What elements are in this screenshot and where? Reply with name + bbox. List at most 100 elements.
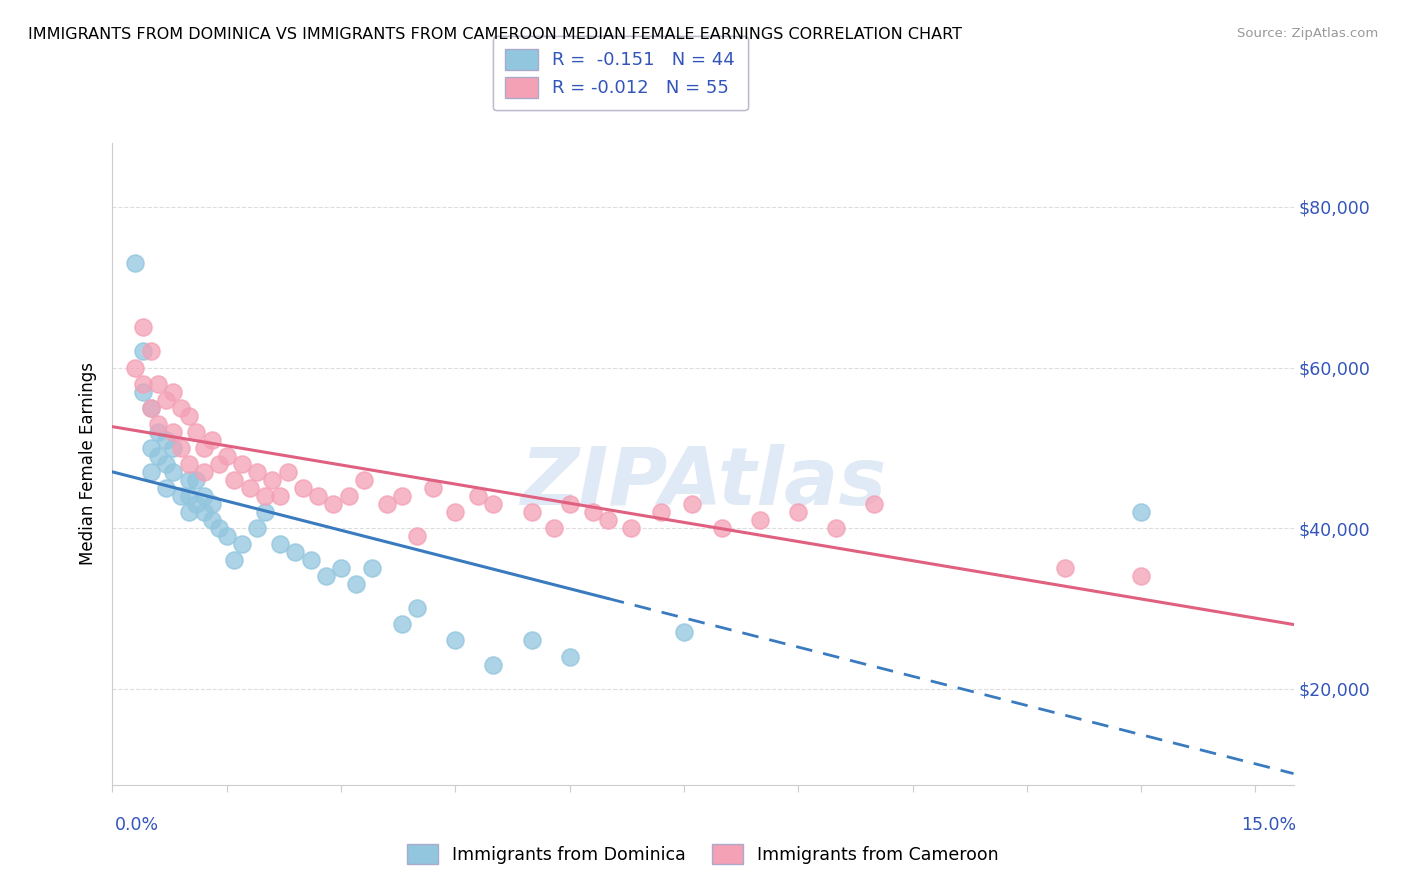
Point bbox=[170, 401, 193, 415]
Point bbox=[170, 441, 193, 455]
Point bbox=[155, 457, 177, 471]
Point bbox=[330, 561, 353, 575]
Text: 0.0%: 0.0% bbox=[115, 816, 159, 834]
Point bbox=[155, 481, 177, 495]
Point bbox=[467, 489, 489, 503]
Point bbox=[139, 344, 162, 359]
Point bbox=[246, 465, 269, 479]
Point bbox=[148, 425, 170, 439]
Point bbox=[231, 457, 253, 471]
Point bbox=[215, 449, 238, 463]
Point bbox=[444, 505, 467, 519]
Point bbox=[139, 401, 162, 415]
Point bbox=[322, 497, 344, 511]
Point bbox=[344, 577, 367, 591]
Point bbox=[681, 497, 703, 511]
Point bbox=[155, 392, 177, 407]
Point bbox=[353, 473, 375, 487]
Point bbox=[1130, 505, 1153, 519]
Text: IMMIGRANTS FROM DOMINICA VS IMMIGRANTS FROM CAMEROON MEDIAN FEMALE EARNINGS CORR: IMMIGRANTS FROM DOMINICA VS IMMIGRANTS F… bbox=[28, 27, 962, 42]
Legend: R =  -0.151   N = 44, R = -0.012   N = 55: R = -0.151 N = 44, R = -0.012 N = 55 bbox=[494, 37, 748, 111]
Point bbox=[558, 649, 581, 664]
Point bbox=[177, 505, 200, 519]
Point bbox=[291, 481, 314, 495]
Point bbox=[596, 513, 619, 527]
Point bbox=[1053, 561, 1076, 575]
Point bbox=[520, 505, 543, 519]
Point bbox=[482, 657, 505, 672]
Point bbox=[208, 521, 231, 535]
Point bbox=[170, 489, 193, 503]
Point bbox=[148, 449, 170, 463]
Point bbox=[162, 465, 184, 479]
Point bbox=[148, 417, 170, 431]
Point bbox=[672, 625, 695, 640]
Point bbox=[269, 537, 291, 551]
Point bbox=[124, 256, 146, 270]
Point bbox=[208, 457, 231, 471]
Point bbox=[520, 633, 543, 648]
Point bbox=[269, 489, 291, 503]
Point bbox=[186, 473, 208, 487]
Point bbox=[543, 521, 565, 535]
Point bbox=[224, 473, 246, 487]
Point bbox=[139, 401, 162, 415]
Point bbox=[132, 320, 155, 334]
Point bbox=[482, 497, 505, 511]
Point bbox=[139, 441, 162, 455]
Point bbox=[162, 441, 184, 455]
Point bbox=[1130, 569, 1153, 583]
Point bbox=[581, 505, 603, 519]
Point bbox=[186, 425, 208, 439]
Point bbox=[200, 513, 222, 527]
Text: Source: ZipAtlas.com: Source: ZipAtlas.com bbox=[1237, 27, 1378, 40]
Point bbox=[139, 465, 162, 479]
Point bbox=[391, 489, 413, 503]
Point bbox=[132, 384, 155, 399]
Point bbox=[375, 497, 398, 511]
Point bbox=[231, 537, 253, 551]
Point bbox=[360, 561, 382, 575]
Point bbox=[224, 553, 246, 567]
Point bbox=[239, 481, 262, 495]
Point bbox=[162, 425, 184, 439]
Point bbox=[558, 497, 581, 511]
Point bbox=[825, 521, 848, 535]
Point bbox=[262, 473, 284, 487]
Point bbox=[186, 497, 208, 511]
Point bbox=[406, 529, 429, 543]
Point bbox=[299, 553, 322, 567]
Point bbox=[193, 465, 215, 479]
Point bbox=[155, 433, 177, 447]
Point bbox=[406, 601, 429, 615]
Point bbox=[315, 569, 337, 583]
Point bbox=[253, 505, 276, 519]
Point bbox=[391, 617, 413, 632]
Point bbox=[787, 505, 810, 519]
Point bbox=[148, 376, 170, 391]
Point bbox=[650, 505, 672, 519]
Point bbox=[200, 497, 222, 511]
Point bbox=[749, 513, 772, 527]
Point bbox=[307, 489, 329, 503]
Point bbox=[246, 521, 269, 535]
Point bbox=[177, 473, 200, 487]
Point bbox=[284, 545, 307, 559]
Legend: Immigrants from Dominica, Immigrants from Cameroon: Immigrants from Dominica, Immigrants fro… bbox=[396, 833, 1010, 874]
Point bbox=[162, 384, 184, 399]
Point bbox=[200, 433, 222, 447]
Point bbox=[620, 521, 643, 535]
Point bbox=[177, 457, 200, 471]
Point bbox=[132, 376, 155, 391]
Y-axis label: Median Female Earnings: Median Female Earnings bbox=[79, 362, 97, 566]
Point bbox=[863, 497, 886, 511]
Point bbox=[193, 441, 215, 455]
Point bbox=[253, 489, 276, 503]
Point bbox=[132, 344, 155, 359]
Point bbox=[124, 360, 146, 375]
Point bbox=[193, 489, 215, 503]
Point bbox=[711, 521, 734, 535]
Point bbox=[177, 409, 200, 423]
Text: ZIPAtlas: ZIPAtlas bbox=[520, 444, 886, 522]
Text: 15.0%: 15.0% bbox=[1241, 816, 1296, 834]
